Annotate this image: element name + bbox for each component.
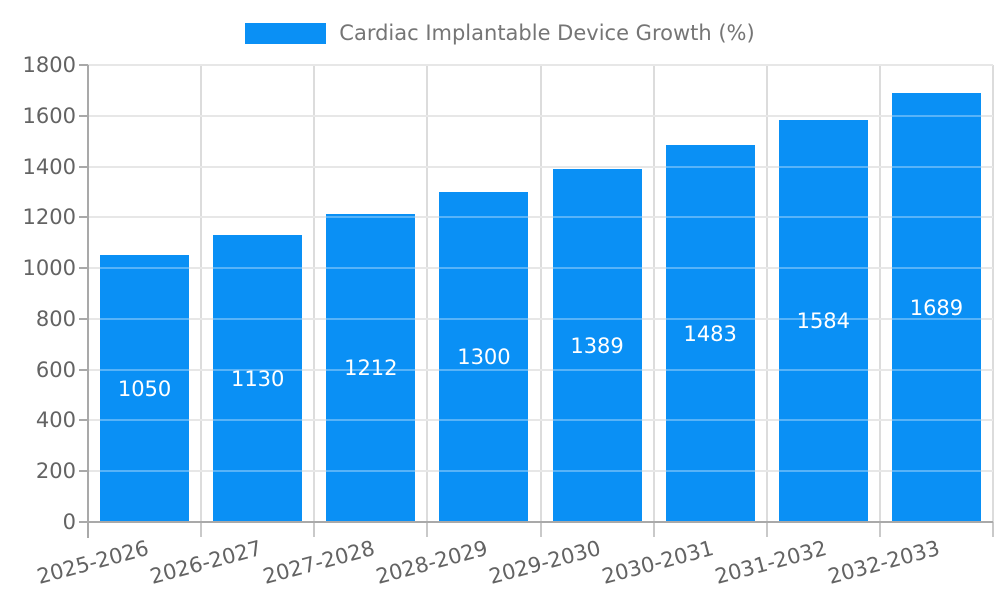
y-axis-tick-label: 1000 [22,256,76,281]
y-axis-tick-label: 1600 [22,103,76,128]
x-tick-mark [539,522,542,537]
y-axis-tick-label: 400 [35,408,76,433]
gridline-vertical [539,65,542,522]
y-tick-mark [79,267,88,270]
gridline-vertical [652,65,655,522]
bar-value-label: 1130 [230,366,285,391]
x-tick-mark [992,522,994,537]
gridline-vertical [426,65,429,522]
gridline-vertical [992,65,994,522]
bar-value-label: 1584 [796,308,851,333]
legend-swatch [245,22,327,44]
x-tick-mark [765,522,768,537]
gridline-overlay [88,317,993,320]
y-tick-mark [79,216,88,219]
y-tick-mark [79,317,88,320]
bar [100,255,190,522]
gridline-overlay [88,114,993,117]
gridline-overlay [88,470,993,473]
bar [665,145,755,522]
y-tick-mark [79,165,88,168]
legend: Cardiac Implantable Device Growth (%) [0,20,1000,46]
gridline-overlay [88,419,993,422]
bar [439,191,529,522]
y-axis-tick-label: 600 [35,357,76,382]
x-tick-mark [878,522,881,537]
gridline-vertical [878,65,881,522]
bar-value-label: 1300 [457,344,511,369]
y-tick-mark [79,521,88,523]
y-axis-tick-label: 0 [62,510,76,534]
y-axis-tick-label: 800 [35,306,76,331]
x-tick-mark [426,522,429,537]
bar [326,214,416,522]
gridline-vertical [765,65,768,522]
bar-value-label: 1689 [909,295,964,320]
gridline-overlay [88,267,993,270]
bar [213,235,303,522]
y-tick-mark [79,114,88,117]
gridline-vertical [313,65,316,522]
legend-label: Cardiac Implantable Device Growth (%) [339,21,755,45]
gridline-overlay [88,64,993,66]
bar-value-label: 1212 [344,356,398,381]
x-tick-mark [313,522,316,537]
y-axis-tick-label: 200 [35,459,76,484]
bar-value-label: 1050 [117,376,172,401]
bar [552,169,642,522]
x-axis-line [88,521,993,523]
bar-value-label: 1483 [683,321,737,346]
bar [891,93,981,522]
x-tick-mark [200,522,203,537]
y-axis-tick-label: 1400 [22,154,76,179]
y-tick-mark [79,470,88,473]
y-axis-tick-label: 1800 [22,53,76,77]
y-tick-mark [79,419,88,422]
gridline-overlay [88,216,993,219]
bar [778,119,868,522]
gridline-overlay [88,368,993,371]
gridline-vertical [200,65,203,522]
y-tick-mark [79,368,88,371]
y-axis-line [87,65,89,538]
gridline-overlay [88,165,993,168]
y-axis-tick-label: 1200 [22,205,76,230]
bar-value-label: 1389 [570,333,624,358]
x-tick-mark [652,522,655,537]
y-tick-mark [79,64,88,66]
